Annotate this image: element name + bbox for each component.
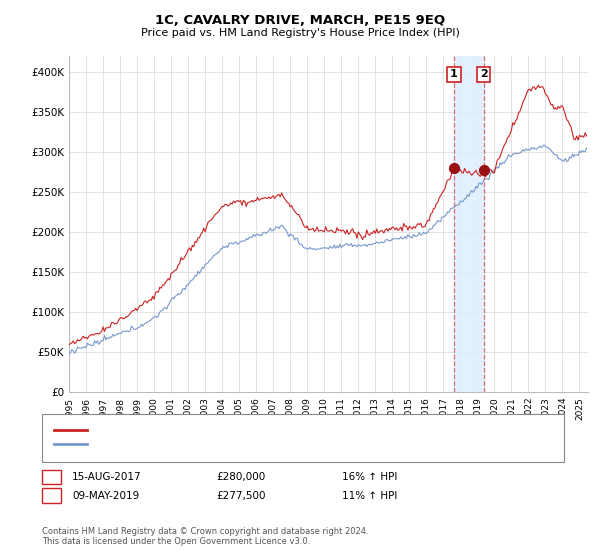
Text: 1C, CAVALRY DRIVE, MARCH, PE15 9EQ (detached house): 1C, CAVALRY DRIVE, MARCH, PE15 9EQ (deta… <box>90 425 376 435</box>
Text: Contains HM Land Registry data © Crown copyright and database right 2024.
This d: Contains HM Land Registry data © Crown c… <box>42 526 368 546</box>
Text: Price paid vs. HM Land Registry's House Price Index (HPI): Price paid vs. HM Land Registry's House … <box>140 28 460 38</box>
Text: 1C, CAVALRY DRIVE, MARCH, PE15 9EQ: 1C, CAVALRY DRIVE, MARCH, PE15 9EQ <box>155 14 445 27</box>
Text: £280,000: £280,000 <box>216 472 265 482</box>
Text: 09-MAY-2019: 09-MAY-2019 <box>72 491 139 501</box>
Text: 2: 2 <box>479 69 487 80</box>
Text: 11% ↑ HPI: 11% ↑ HPI <box>342 491 397 501</box>
Text: 1: 1 <box>450 69 458 80</box>
Text: 15-AUG-2017: 15-AUG-2017 <box>72 472 142 482</box>
Point <box>449 164 459 172</box>
Text: HPI: Average price, detached house, Fenland: HPI: Average price, detached house, Fenl… <box>90 439 314 449</box>
Text: 2: 2 <box>48 491 55 501</box>
Text: 16% ↑ HPI: 16% ↑ HPI <box>342 472 397 482</box>
Text: 1: 1 <box>48 472 55 482</box>
Bar <box>454 56 484 392</box>
Text: £277,500: £277,500 <box>216 491 265 501</box>
Point <box>479 166 488 175</box>
